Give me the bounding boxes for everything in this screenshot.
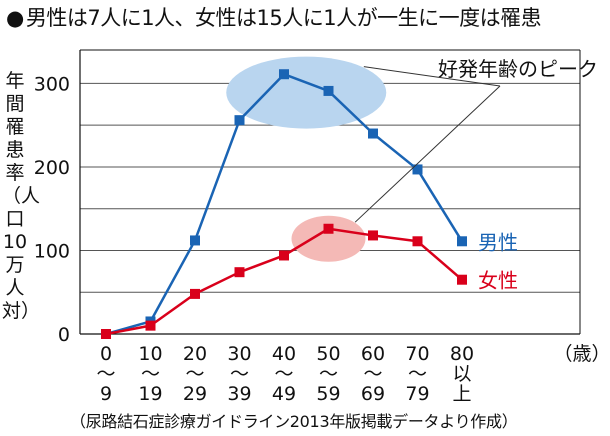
- tick-labels: 01002003000〜910〜1920〜2930〜3940〜4950〜5960…: [34, 73, 610, 405]
- series-lines: [101, 69, 467, 339]
- axes: [79, 49, 581, 335]
- x-tick-label: 〜: [363, 363, 382, 385]
- x-tick-label: 60: [361, 343, 385, 365]
- peak-highlights: [226, 56, 387, 262]
- x-tick-label: 上: [452, 383, 471, 405]
- annotation-leader-line: [354, 85, 501, 223]
- x-tick-label: 79: [405, 383, 429, 405]
- y-tick-label: 300: [34, 73, 70, 95]
- x-tick-label: 0: [100, 343, 112, 365]
- y-tick-label: 0: [58, 324, 70, 346]
- x-tick-label: 〜: [230, 363, 249, 385]
- data-point: [279, 250, 289, 261]
- data-point: [457, 274, 467, 285]
- data-point: [145, 320, 156, 331]
- x-tick-label: 50: [316, 343, 340, 365]
- data-point: [323, 85, 334, 96]
- x-tick-label: 〜: [319, 363, 338, 385]
- data-point: [368, 128, 378, 139]
- y-tick-label: 100: [34, 240, 70, 262]
- x-tick-label: 以: [452, 363, 471, 385]
- peak-highlight-ellipse: [226, 56, 387, 129]
- x-tick-label: 80: [450, 343, 474, 365]
- data-point: [101, 329, 111, 339]
- bullet-icon: ●: [6, 6, 24, 30]
- x-tick-label: 9: [100, 383, 112, 405]
- annotation: 好発年齢のピーク: [354, 57, 598, 223]
- peak-highlight-ellipse: [291, 215, 366, 262]
- data-point: [368, 230, 378, 241]
- series-label: 女性: [478, 269, 518, 293]
- y-tick-label: 200: [34, 157, 70, 179]
- series-label: 男性: [478, 230, 518, 254]
- data-point: [457, 236, 467, 247]
- x-tick-label: 30: [227, 343, 251, 365]
- x-tick-label: 〜: [408, 363, 427, 385]
- data-point: [323, 223, 334, 234]
- annotation-text: 好発年齢のピーク: [438, 57, 598, 81]
- x-tick-label: 20: [183, 343, 207, 365]
- x-tick-label: 39: [227, 383, 251, 405]
- x-tick-label: 40: [272, 343, 296, 365]
- series-line: [105, 227, 463, 336]
- x-tick-label: 49: [272, 383, 296, 405]
- data-point: [234, 115, 245, 126]
- x-tick-label: 70: [405, 343, 429, 365]
- data-point: [190, 288, 200, 299]
- x-tick-label: 10: [138, 343, 162, 365]
- source-note: （尿路結石症診療ガイドライン2013年版掲載データより作成）: [70, 412, 518, 431]
- data-point: [190, 235, 200, 246]
- x-unit-label: （歳）: [553, 343, 610, 365]
- annotation-leader-line: [363, 66, 501, 87]
- x-tick-label: 〜: [141, 363, 160, 385]
- x-tick-label: 69: [361, 383, 385, 405]
- x-tick-label: 29: [183, 383, 207, 405]
- x-tick-label: 19: [138, 383, 162, 405]
- x-tick-label: 59: [316, 383, 340, 405]
- x-tick-label: 〜: [96, 363, 115, 385]
- data-point: [279, 69, 289, 80]
- chart-title: ●男性は7人に1人、女性は15人に1人が一生に一度は罹患: [6, 2, 542, 32]
- x-tick-label: 〜: [185, 363, 204, 385]
- chart-title-text: 男性は7人に1人、女性は15人に1人が一生に一度は罹患: [25, 6, 542, 30]
- x-tick-label: 〜: [274, 363, 293, 385]
- data-point: [412, 236, 423, 247]
- data-point: [234, 267, 245, 278]
- data-point: [412, 164, 423, 175]
